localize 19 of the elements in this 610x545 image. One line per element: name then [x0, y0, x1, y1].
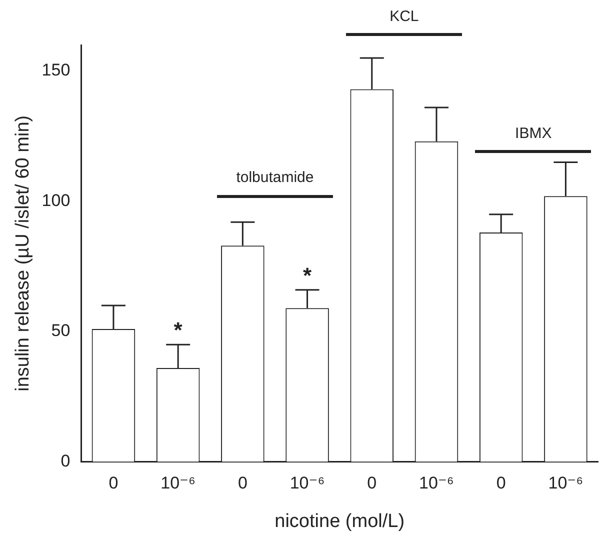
x-axis-title: nicotine (mol/L) [274, 510, 405, 532]
x-tick-label: 10⁻⁶ [419, 474, 454, 493]
x-tick-label: 0 [496, 474, 506, 493]
annotation: * [174, 318, 183, 343]
annotation: * [303, 262, 312, 288]
annotation: tolbutamide [236, 169, 314, 186]
x-tick-label: 10⁻⁶ [290, 474, 325, 493]
x-tick-label: 10⁻⁶ [160, 474, 196, 493]
text: KCL [390, 8, 419, 25]
x-tick-label: 10⁻⁶ [548, 474, 584, 493]
y-axis-title: insulin release (µU /islet/ 60 min) [12, 115, 34, 392]
x-tick-label: 0 [238, 474, 248, 493]
x-tick-label: 0 [367, 474, 377, 493]
y-tick-label: 150 [42, 60, 70, 80]
y-tick-label: 100 [42, 190, 70, 210]
x-tick-label: 0 [108, 474, 118, 493]
y-tick-label: 50 [51, 321, 70, 340]
annotation: IBMX [515, 124, 552, 142]
y-tick-label: 0 [60, 451, 70, 470]
